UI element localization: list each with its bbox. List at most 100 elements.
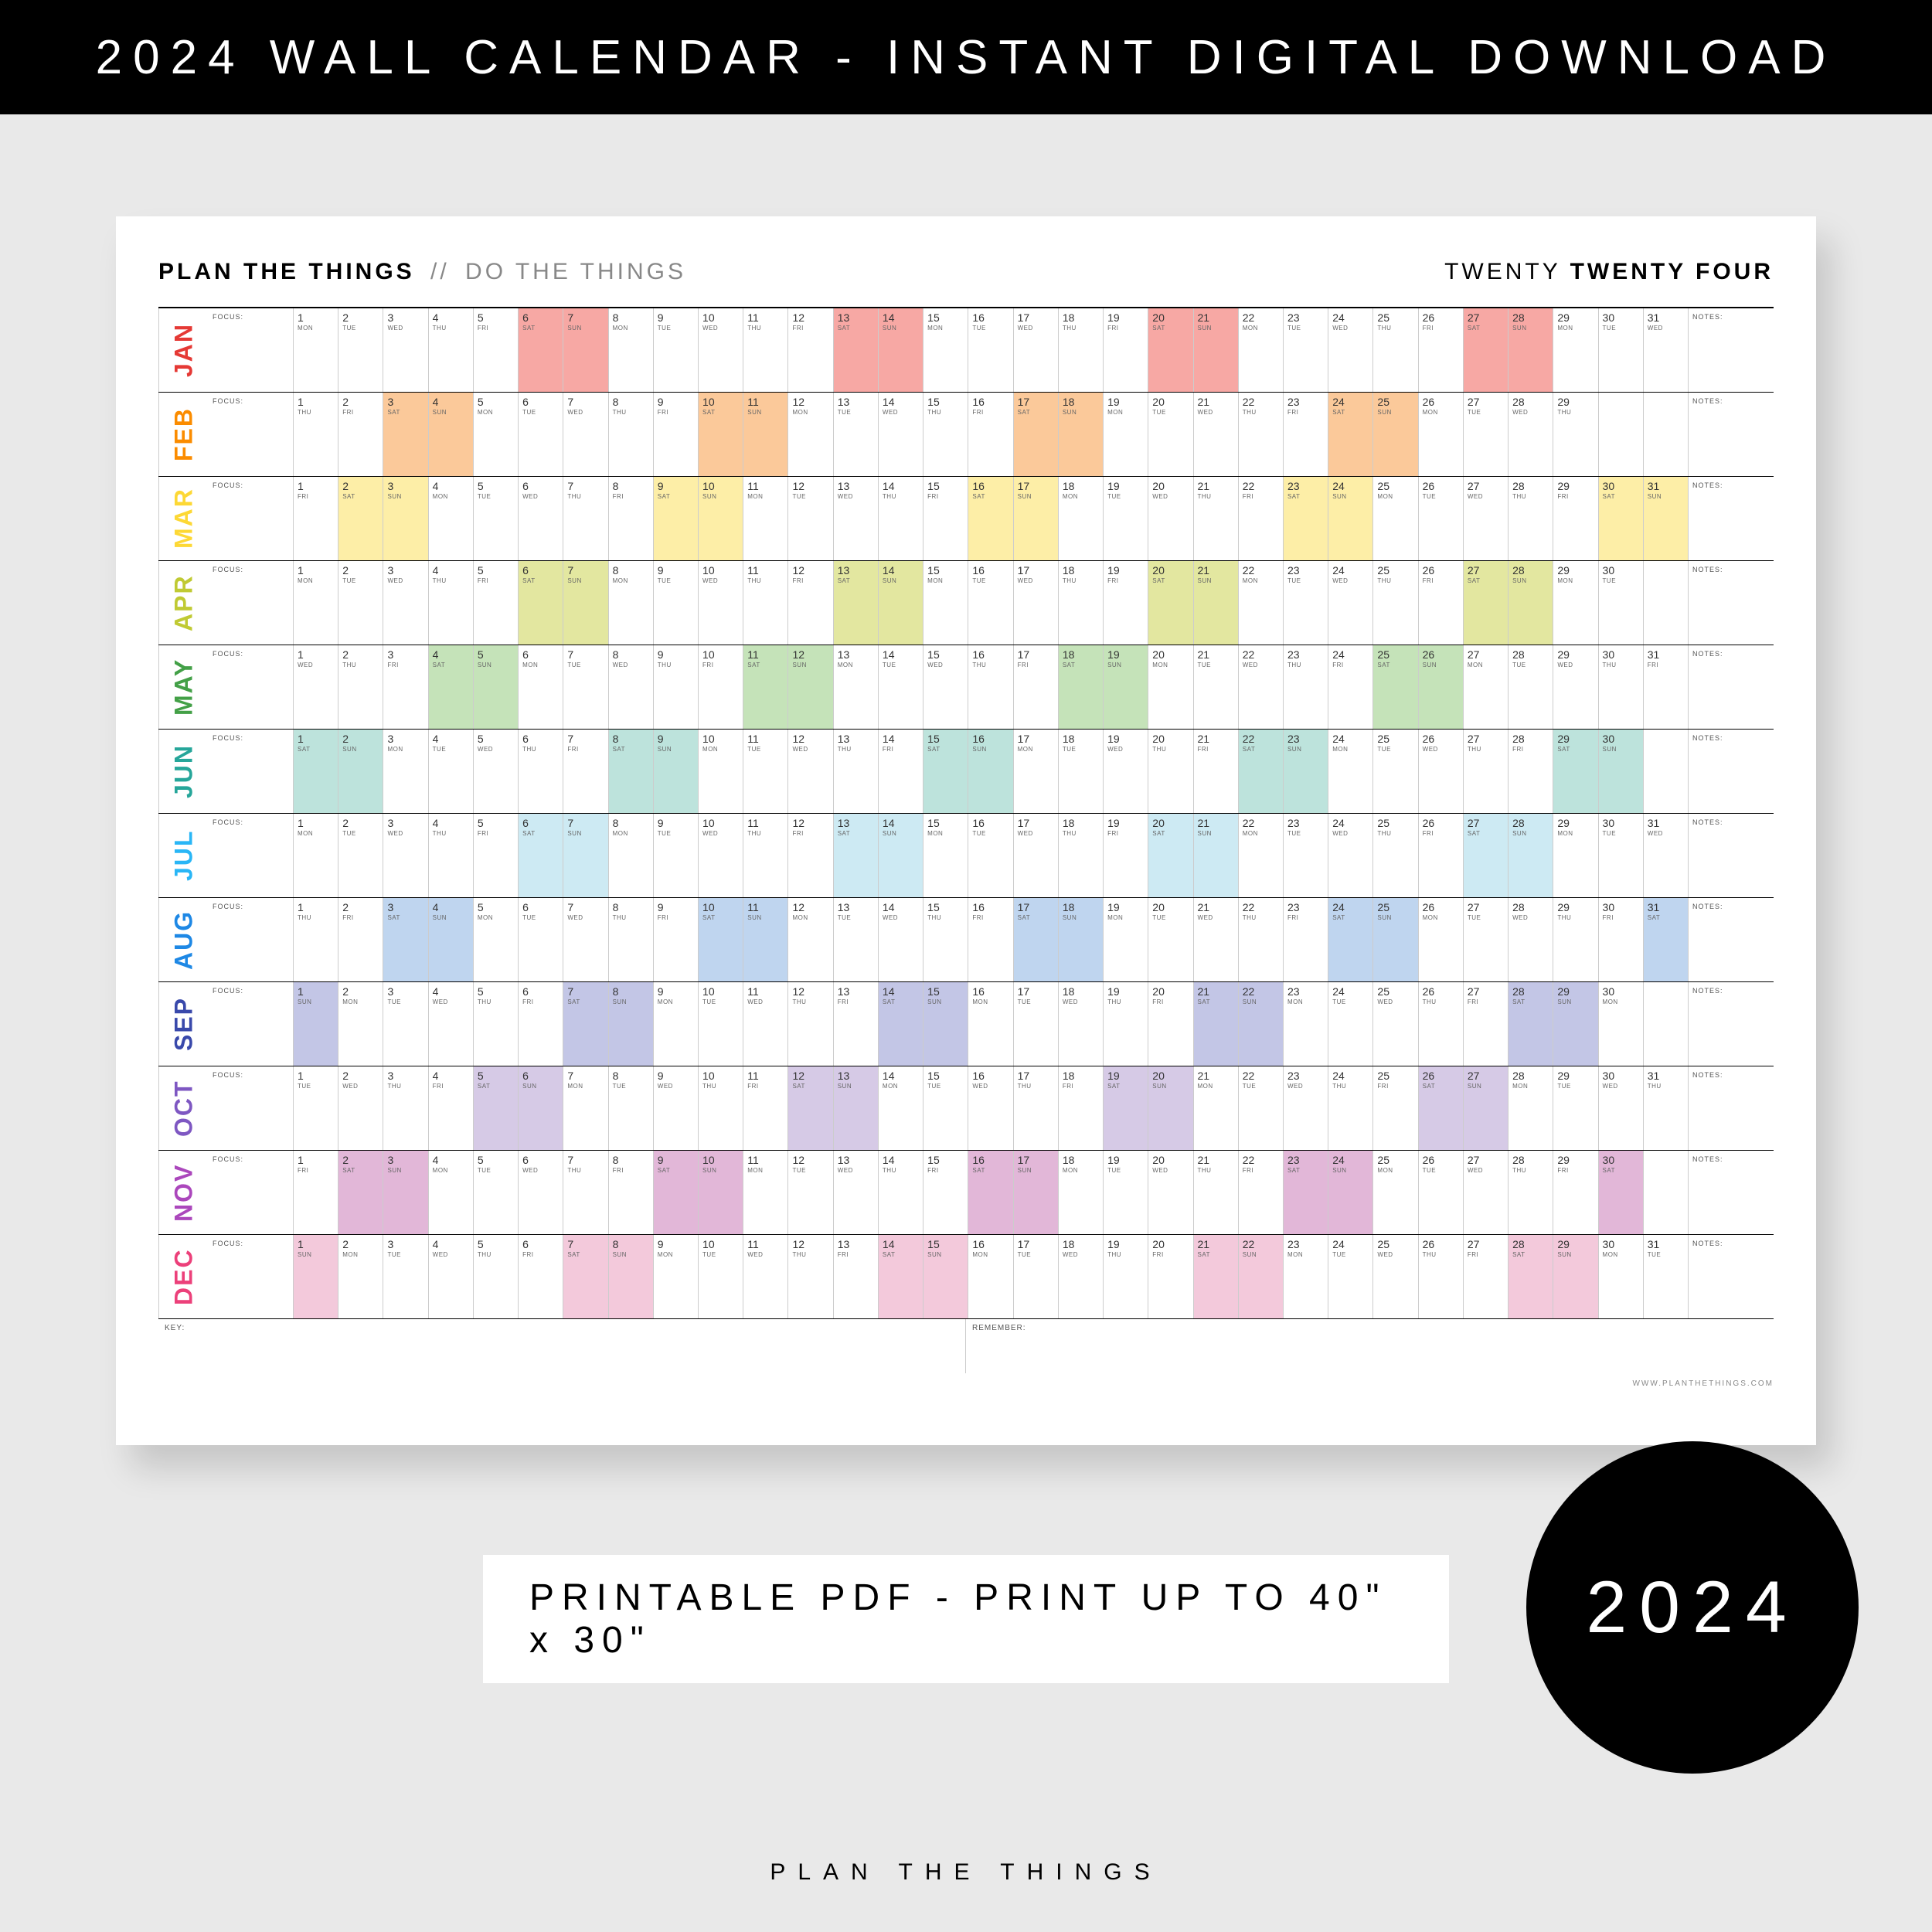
day-cell: 18MON [1059, 477, 1104, 560]
day-cell: 31WED [1644, 308, 1689, 392]
day-dow: FRI [658, 914, 698, 921]
day-number: 6 [522, 396, 563, 407]
day-dow: THU [1198, 1167, 1238, 1174]
day-dow: SUN [522, 1083, 563, 1090]
day-dow: TUE [1332, 1251, 1372, 1258]
day-cell: 14WED [879, 898, 923, 981]
day-cell: 7SAT [563, 982, 608, 1066]
day-dow: FRI [1468, 1251, 1508, 1258]
day-dow: THU [1198, 493, 1238, 500]
day-number: 20 [1152, 1155, 1192, 1165]
day-number: 10 [702, 565, 743, 576]
day-number: 21 [1198, 818, 1238, 828]
day-cell: 17THU [1014, 1066, 1059, 1150]
day-number: 13 [838, 396, 878, 407]
day-number: 3 [387, 1239, 427, 1250]
day-cell: 27SAT [1464, 308, 1509, 392]
day-cell: 6TUE [519, 393, 563, 476]
day-number: 5 [478, 481, 518, 492]
month-row: NOVFOCUS:1FRI2SAT3SUN4MON5TUE6WED7THU8FR… [158, 1151, 1774, 1235]
day-number: 23 [1287, 649, 1328, 660]
day-number: 22 [1243, 733, 1283, 744]
month-label: MAY [158, 645, 209, 729]
day-cell: 20SAT [1148, 814, 1193, 897]
day-cell: 1THU [294, 898, 338, 981]
day-cell: 15MON [923, 308, 968, 392]
day-dow: THU [747, 830, 787, 837]
day-number: 29 [1557, 565, 1597, 576]
day-number: 29 [1557, 1239, 1597, 1250]
day-number: 11 [747, 565, 787, 576]
day-cell: 7THU [563, 1151, 608, 1234]
day-dow: WED [522, 493, 563, 500]
day-number: 1 [298, 1070, 338, 1081]
day-number: 10 [702, 396, 743, 407]
day-cell: 15THU [923, 393, 968, 476]
day-cell: 19FRI [1104, 814, 1148, 897]
day-dow: MON [387, 746, 427, 753]
day-cell: 9MON [654, 1235, 699, 1318]
day-number: 1 [298, 1155, 338, 1165]
day-dow: SAT [972, 1167, 1012, 1174]
day-dow: SUN [702, 493, 743, 500]
day-dow: SAT [1152, 325, 1192, 332]
day-cell: 14SUN [879, 814, 923, 897]
day-dow: FRI [792, 830, 832, 837]
day-cell: 19SUN [1104, 645, 1148, 729]
day-number: 28 [1512, 312, 1553, 323]
day-cell: 22THU [1239, 898, 1284, 981]
day-dow: SUN [1152, 1083, 1192, 1090]
day-dow: TUE [1603, 577, 1643, 584]
day-cell: 5FRI [474, 308, 519, 392]
day-cell: 15WED [923, 645, 968, 729]
day-dow: FRI [387, 662, 427, 668]
day-cell: 9FRI [654, 393, 699, 476]
day-cell: 20TUE [1148, 393, 1193, 476]
day-cell: 30TUE [1599, 308, 1644, 392]
day-dow: SAT [522, 577, 563, 584]
day-cell: 5TUE [474, 477, 519, 560]
day-cell: 27FRI [1464, 1235, 1509, 1318]
day-dow: FRI [972, 409, 1012, 416]
notes-cell: NOTES: [1689, 477, 1774, 560]
day-cell: 17SAT [1014, 393, 1059, 476]
day-number: 13 [838, 1070, 878, 1081]
day-number: 14 [883, 312, 923, 323]
day-dow: MON [972, 998, 1012, 1005]
day-dow: MON [1063, 493, 1103, 500]
day-number: 25 [1377, 902, 1417, 913]
day-number: 20 [1152, 818, 1192, 828]
day-dow: THU [478, 1251, 518, 1258]
day-dow: FRI [1107, 325, 1148, 332]
focus-cell: FOCUS: [209, 1066, 294, 1150]
day-dow: MON [927, 577, 968, 584]
brand-sep: // [430, 259, 450, 284]
day-dow: MON [1243, 325, 1283, 332]
day-number: 12 [792, 1239, 832, 1250]
day-number: 17 [1018, 1155, 1058, 1165]
day-cell: 21SUN [1194, 814, 1239, 897]
day-number: 4 [433, 733, 473, 744]
day-number: 28 [1512, 986, 1553, 997]
day-cell: 5FRI [474, 814, 519, 897]
day-number: 27 [1468, 986, 1508, 997]
day-cell: 26SUN [1419, 645, 1464, 729]
day-number: 17 [1018, 649, 1058, 660]
day-number: 21 [1198, 1155, 1238, 1165]
day-number: 8 [613, 818, 653, 828]
day-dow: TUE [342, 830, 383, 837]
day-dow: TUE [1287, 577, 1328, 584]
day-number: 7 [567, 565, 607, 576]
day-number: 11 [747, 481, 787, 492]
day-number: 6 [522, 733, 563, 744]
day-cell: 26SAT [1419, 1066, 1464, 1150]
day-cell: 14TUE [879, 645, 923, 729]
day-dow: THU [1107, 998, 1148, 1005]
day-cell [1644, 393, 1689, 476]
day-number: 27 [1468, 818, 1508, 828]
day-number: 14 [883, 1070, 923, 1081]
day-number: 4 [433, 818, 473, 828]
day-dow: THU [1287, 662, 1328, 668]
day-dow: THU [567, 493, 607, 500]
day-number: 29 [1557, 312, 1597, 323]
